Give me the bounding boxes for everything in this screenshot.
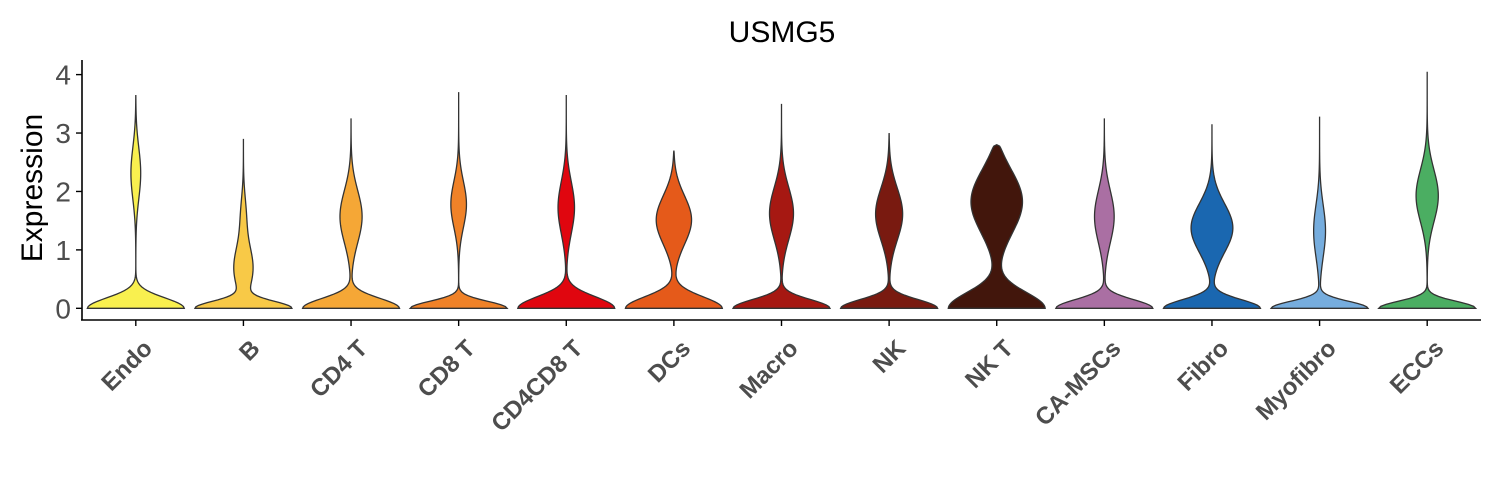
y-tick-label: 4 [55,60,71,91]
violin-cd4-t [301,118,401,309]
x-tick-label: CA-MSCs [1030,335,1126,431]
x-tick-label: Myofibro [1251,335,1342,426]
violin-eccs [1377,71,1478,309]
violin-cd8-t [408,92,509,309]
y-tick-label: 3 [55,118,71,149]
violin-cd4cd8-t [516,95,616,309]
violin-group [86,71,1478,309]
x-tick-label: CD4 T [305,335,373,403]
violin-nk [839,132,939,309]
violin-b [193,138,293,309]
violin-myofibro [1269,116,1370,309]
x-tick-label: DCs [643,335,696,388]
x-tick-label: Macro [735,335,804,404]
x-tick-label: CD4CD8 T [486,335,588,437]
violin-macro [731,103,832,309]
x-tick-label: NK [868,335,912,379]
violin-dcs [624,150,724,309]
x-tick-label: NK T [960,335,1019,394]
violin-nk-t [947,144,1046,309]
y-axis-label: Expression [16,114,49,262]
x-tick-label: B [234,335,265,366]
violin-endo [86,95,186,309]
x-tick-label: ECCs [1385,335,1449,399]
y-tick-label: 0 [55,293,71,324]
violin-fibro [1162,124,1262,309]
x-tick-label: CD8 T [413,335,481,403]
x-tick-label: Endo [96,335,158,397]
y-tick-label: 2 [55,176,71,207]
violin-ca-mscs [1054,118,1154,309]
x-axis-ticks: Endo B CD4 T CD8 T CD4CD8 T DCs Macro NK NK T CA-… [96,320,1449,437]
y-tick-label: 1 [55,235,71,266]
y-axis-ticks: 0 1 2 3 4 [55,60,82,324]
x-tick-label: Fibro [1173,335,1235,397]
chart-title: USMG5 [729,16,836,49]
